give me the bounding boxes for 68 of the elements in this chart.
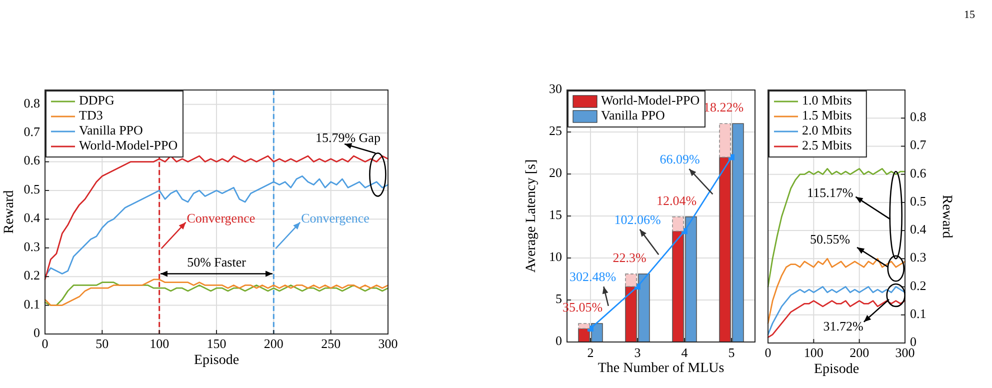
y-tick-label: 30 [549, 80, 562, 96]
y-tick-label: 0.1 [24, 296, 40, 312]
legend-label: 2.5 Mbits [802, 137, 852, 152]
annotation: 18.22% [703, 100, 744, 115]
annotation: 115.17% [807, 184, 854, 200]
annotation: 31.72% [823, 318, 864, 334]
y-axis-title: Average Latency [s] [524, 159, 539, 273]
legend-label: World-Model-PPO [601, 92, 700, 108]
y-tick-label: 0.2 [24, 268, 40, 283]
annotation: 50% Faster [187, 254, 247, 270]
x-tick-label: 150 [206, 336, 226, 351]
y-axis-title: Reward [2, 190, 17, 234]
y-tick-label: 0.5 [24, 181, 40, 196]
legend-label: DDPG [79, 92, 114, 108]
y2-tick-label: 0.1 [910, 306, 926, 321]
x-tick-label: 200 [850, 345, 870, 360]
legend-label: 1.0 Mbits [802, 92, 852, 108]
x-tick-label: 300 [378, 336, 398, 351]
y-tick-label: 0.4 [24, 210, 40, 226]
y-tick-label: 5 [556, 290, 562, 306]
y2-tick-label: 0.8 [910, 109, 926, 124]
x-tick-label: 250 [321, 336, 341, 351]
annotation: 50.55% [810, 231, 850, 246]
x-tick-label: 200 [264, 336, 284, 351]
x-tick-label: 100 [150, 336, 170, 351]
y-tick-label: 0.7 [24, 124, 40, 140]
legend-label: TD3 [79, 107, 103, 122]
y-tick-label: 10 [549, 248, 562, 264]
legend-label: 2.0 Mbits [802, 122, 852, 138]
y2-tick-label: 0.5 [910, 193, 926, 208]
y-tick-label: 0.3 [24, 238, 40, 254]
y-tick-label: 20 [549, 164, 562, 180]
x-tick-label: 3 [634, 345, 641, 360]
x-tick-label: 0 [764, 345, 772, 360]
y-tick-label: 0 [34, 324, 40, 340]
x-axis-title: The Number of MLUs [598, 361, 724, 376]
y2-axis-title: Reward [939, 194, 954, 238]
legend-label: 1.5 Mbits [802, 107, 852, 122]
annotation: 22.3% [612, 250, 646, 265]
x-tick-label: 50 [96, 336, 109, 351]
x-tick-label: 5 [728, 345, 735, 360]
annotation: 15.79% Gap [315, 130, 380, 145]
x-axis-title: Episode [194, 353, 240, 368]
y-tick-label: 0.6 [24, 152, 40, 168]
y-tick-label: 25 [549, 122, 562, 138]
annotation: 302.48% [570, 269, 616, 284]
line-series [767, 168, 906, 288]
y2-tick-label: 0.6 [910, 165, 927, 180]
ref-line-label: Convergence [301, 210, 370, 226]
legend-label: World-Model-PPO [79, 137, 178, 152]
y2-tick-label: 0.4 [910, 222, 927, 237]
y2-tick-label: 0.2 [910, 278, 926, 293]
y-tick-label: 15 [549, 206, 562, 222]
ref-line-label: Convergence [186, 210, 256, 226]
y2-tick-label: 0.3 [910, 250, 926, 265]
x-tick-label: 4 [681, 345, 688, 360]
legend-label: Vanilla PPO [601, 107, 665, 122]
y-tick-label: 0.8 [24, 95, 40, 110]
x-axis-title: Episode [814, 362, 860, 377]
x-tick-label: 300 [895, 345, 915, 360]
legend-label: Vanilla PPO [79, 122, 143, 138]
x-tick-label: 100 [804, 345, 824, 360]
annotation: 12.04% [656, 192, 697, 208]
text: 15 [964, 9, 976, 21]
annotation: 66.09% [660, 152, 700, 167]
annotation: 102.06% [614, 212, 661, 228]
x-tick-label: 2 [587, 345, 594, 360]
y2-tick-label: 0.7 [910, 137, 927, 152]
